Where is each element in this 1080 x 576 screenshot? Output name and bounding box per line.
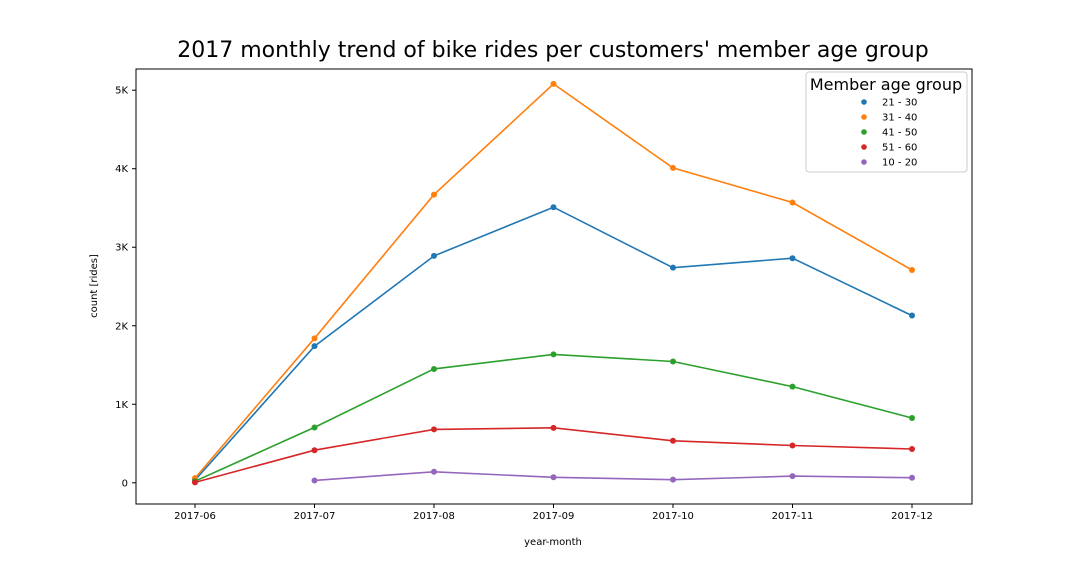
data-point <box>431 426 437 433</box>
data-point <box>909 267 915 274</box>
y-tick-label: 2K <box>115 321 128 332</box>
data-point <box>550 474 557 481</box>
series-layer <box>192 80 915 486</box>
legend-label: 41 - 50 <box>882 128 917 139</box>
data-point <box>670 437 676 444</box>
y-tick-label: 3K <box>115 243 128 254</box>
legend-item: 31 - 40 <box>861 113 917 124</box>
data-point <box>311 447 318 454</box>
x-tick-label: 2017-10 <box>652 511 694 522</box>
legend-item: 21 - 30 <box>861 98 917 109</box>
chart-title: 2017 monthly trend of bike rides per cus… <box>177 38 928 63</box>
legend-item: 10 - 20 <box>861 158 917 169</box>
data-point <box>311 424 318 431</box>
series-line <box>194 426 913 484</box>
data-point <box>550 424 557 431</box>
series-31-40 <box>192 80 915 482</box>
x-tick-label: 2017-12 <box>891 511 933 522</box>
legend-marker <box>861 159 867 165</box>
data-point <box>670 164 676 171</box>
legend-marker <box>861 99 867 105</box>
data-point <box>909 415 915 422</box>
series-line <box>194 353 913 482</box>
data-point <box>311 335 318 342</box>
data-point <box>789 255 796 262</box>
series-41-50 <box>192 351 915 485</box>
legend-marker <box>861 144 867 150</box>
data-point <box>431 191 437 198</box>
legend-label: 31 - 40 <box>882 113 917 124</box>
data-point <box>789 473 796 480</box>
x-tick-label: 2017-11 <box>772 511 814 522</box>
legend-label: 51 - 60 <box>882 143 917 154</box>
y-axis: 0 1K 2K 3K 4K 5K <box>115 86 136 489</box>
data-point <box>909 474 915 481</box>
data-point <box>311 477 318 484</box>
x-tick-label: 2017-07 <box>294 511 336 522</box>
legend: Member age group 21 - 30 31 - 40 41 - 50 51… <box>805 71 968 173</box>
x-axis: 2017-06 2017-07 2017-08 2017-09 2017-10 2017-… <box>174 504 933 522</box>
data-point <box>670 476 676 483</box>
series-51-60 <box>192 424 915 486</box>
data-point <box>909 312 915 319</box>
legend-title: Member age group <box>810 75 962 94</box>
series-line <box>194 82 913 479</box>
data-point <box>431 252 437 259</box>
legend-marker <box>861 129 867 135</box>
data-point <box>550 80 557 87</box>
data-point <box>789 199 796 206</box>
data-point <box>550 351 557 358</box>
data-point <box>909 446 915 453</box>
data-point <box>431 468 437 475</box>
legend-item: 41 - 50 <box>861 128 917 139</box>
data-point <box>789 442 796 449</box>
data-point <box>670 264 676 271</box>
legend-item: 51 - 60 <box>861 143 917 154</box>
series-10-20 <box>311 468 915 484</box>
data-point <box>670 358 676 365</box>
x-tick-label: 2017-06 <box>174 511 216 522</box>
series-line <box>314 470 913 482</box>
series-line <box>194 206 913 481</box>
x-axis-label: year-month <box>524 537 582 548</box>
y-tick-label: 4K <box>115 164 128 175</box>
y-tick-label: 1K <box>115 400 128 411</box>
series-21-30 <box>192 204 915 484</box>
y-tick-label: 0 <box>122 478 128 489</box>
data-point <box>789 383 796 390</box>
data-point <box>431 365 437 372</box>
y-tick-label: 5K <box>115 86 128 97</box>
data-point <box>550 204 557 211</box>
x-tick-label: 2017-08 <box>413 511 455 522</box>
x-tick-label: 2017-09 <box>533 511 575 522</box>
data-point <box>311 343 318 350</box>
legend-marker <box>861 114 867 120</box>
legend-label: 10 - 20 <box>882 158 917 169</box>
legend-label: 21 - 30 <box>882 98 917 109</box>
data-point <box>192 479 198 486</box>
y-axis-label: count [rides] <box>89 254 100 318</box>
legend-box <box>805 71 968 173</box>
